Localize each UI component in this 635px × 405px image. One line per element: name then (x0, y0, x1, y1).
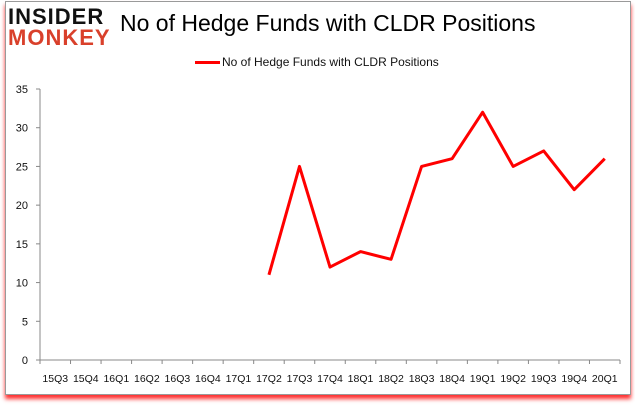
y-tick-label: 15 (16, 239, 28, 251)
x-tick-label: 18Q3 (409, 373, 435, 385)
x-tick-label: 19Q3 (531, 373, 557, 385)
x-tick-label: 17Q2 (256, 373, 282, 385)
y-tick-label: 25 (16, 161, 28, 173)
y-tick-label: 10 (16, 278, 28, 290)
x-tick-label: 16Q3 (165, 373, 191, 385)
x-tick-label: 19Q1 (470, 373, 496, 385)
x-tick-label: 16Q1 (103, 373, 129, 385)
x-tick-label: 15Q3 (42, 373, 68, 385)
y-tick-label: 20 (16, 200, 28, 212)
legend-label: No of Hedge Funds with CLDR Positions (222, 55, 439, 69)
x-tick-label: 20Q1 (592, 373, 618, 385)
x-tick-label: 16Q2 (134, 373, 160, 385)
x-tick-label: 18Q2 (378, 373, 404, 385)
x-tick-label: 18Q1 (348, 373, 374, 385)
chart-frame (5, 1, 631, 395)
x-tick-label: 16Q4 (195, 373, 221, 385)
y-tick-label: 35 (16, 84, 28, 96)
series-line (267, 110, 606, 276)
x-tick-label: 17Q4 (317, 373, 343, 385)
x-tick-label: 19Q2 (500, 373, 526, 385)
logo-line2: MONKEY (8, 25, 111, 50)
x-tick-label: 19Q4 (561, 373, 587, 385)
y-tick-label: 30 (16, 123, 28, 135)
y-tick-label: 0 (22, 355, 28, 367)
x-tick-label: 17Q3 (287, 373, 313, 385)
x-tick-label: 17Q1 (226, 373, 252, 385)
y-tick-label: 5 (22, 316, 28, 328)
x-tick-label: 18Q4 (439, 373, 465, 385)
x-tick-label: 15Q4 (73, 373, 99, 385)
legend: No of Hedge Funds with CLDR Positions (195, 55, 439, 69)
logo-line1: INSIDER (8, 4, 105, 29)
insider-monkey-logo: INSIDER MONKEY (8, 4, 111, 50)
chart-title: No of Hedge Funds with CLDR Positions (120, 10, 536, 36)
legend-swatch (195, 60, 220, 64)
